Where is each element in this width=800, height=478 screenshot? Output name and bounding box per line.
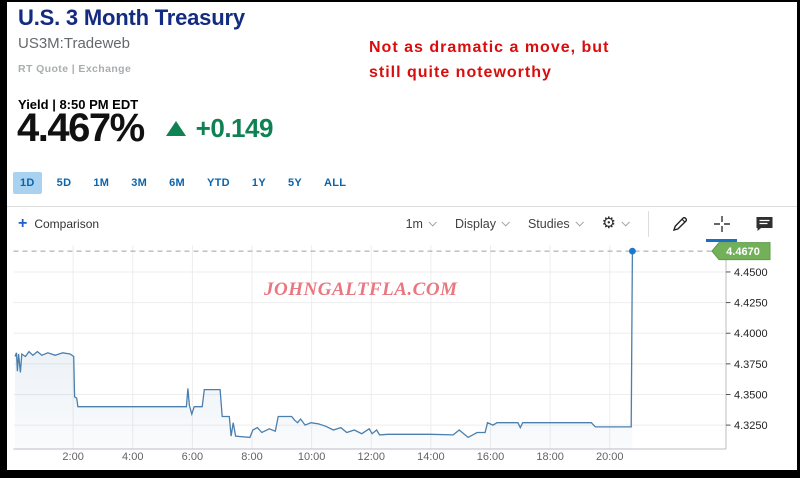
x-axis-label: 14:00 — [417, 451, 445, 463]
annotation-note: Not as dramatic a move, but still quite … — [369, 35, 739, 85]
yield-time-label: Yield | 8:50 PM EDT — [18, 97, 139, 112]
y-axis-label: 4.3750 — [734, 359, 768, 371]
x-axis-label: 18:00 — [536, 451, 564, 463]
chevron-down-icon — [428, 217, 437, 227]
range-tab-5y[interactable]: 5Y — [281, 172, 309, 194]
active-tool-indicator — [706, 239, 737, 242]
interval-dropdown[interactable]: 1m — [405, 217, 437, 231]
annotation-line-1: Not as dramatic a move, but — [369, 39, 610, 56]
series-area — [15, 251, 633, 449]
series-line — [14, 251, 634, 439]
display-dropdown[interactable]: Display — [454, 217, 510, 231]
range-tab-ytd[interactable]: YTD — [200, 172, 237, 194]
gear-icon: ⚙ — [601, 215, 616, 232]
toolbar-divider — [648, 211, 649, 237]
pencil-icon — [672, 217, 688, 232]
last-price-badge-label: 4.4670 — [726, 246, 760, 258]
x-axis-label: 6:00 — [182, 451, 203, 463]
y-axis-label: 4.3250 — [734, 420, 768, 432]
chevron-down-icon — [575, 217, 584, 227]
toolbar-right-group: 1m Display Studies ⚙ — [405, 211, 775, 242]
price-chart[interactable]: 2:00 4:00 6:00 8:00 10:00 12:00 14:00 16:00 18:0… — [7, 241, 797, 470]
crosshair-icon — [714, 216, 730, 232]
instrument-symbol: US3M:Tradeweb — [18, 35, 130, 52]
settings-button[interactable]: ⚙ — [601, 215, 630, 232]
range-tab-6m[interactable]: 6M — [162, 172, 192, 194]
current-yield-value: 4.467% — [17, 106, 145, 150]
crosshair-tool-button[interactable] — [706, 213, 737, 242]
chart-comments-button[interactable] — [753, 213, 775, 235]
range-tab-3m[interactable]: 3M — [124, 172, 154, 194]
x-axis-label: 20:00 — [596, 451, 624, 463]
comparison-button[interactable]: + Comparison — [18, 215, 100, 232]
yield-change-value: +0.149 — [195, 113, 274, 143]
x-axis-label: 2:00 — [62, 451, 83, 463]
x-axis-label: 10:00 — [298, 451, 326, 463]
last-price-badge — [711, 242, 771, 261]
range-tab-1m[interactable]: 1M — [86, 172, 116, 194]
chevron-down-icon — [501, 217, 510, 227]
chat-icon — [756, 217, 772, 231]
studies-label: Studies — [527, 217, 570, 231]
range-tab-all[interactable]: ALL — [317, 172, 353, 194]
quote-type-label: RT Quote | Exchange — [18, 63, 132, 75]
studies-dropdown[interactable]: Studies — [527, 217, 584, 231]
draw-tool-button[interactable] — [669, 213, 691, 235]
range-tab-1y[interactable]: 1Y — [245, 172, 273, 194]
display-label: Display — [454, 217, 496, 231]
range-tab-5d[interactable]: 5D — [50, 172, 79, 194]
annotation-line-2: still quite noteworthy — [369, 64, 552, 81]
range-tab-1d[interactable]: 1D — [13, 172, 42, 194]
watermark: JOHNGALTFLA.COM — [264, 279, 458, 300]
comparison-label: Comparison — [34, 217, 100, 231]
divider — [7, 206, 797, 207]
x-axis-label: 16:00 — [477, 451, 505, 463]
price-row: 4.467% +0.149 — [17, 106, 273, 151]
y-axis-label: 4.4500 — [734, 267, 768, 279]
y-axis-label: 4.4250 — [734, 298, 768, 310]
plus-icon: + — [18, 215, 28, 232]
chevron-down-icon — [621, 217, 630, 227]
x-axis-label: 4:00 — [122, 451, 143, 463]
x-axis-label: 8:00 — [241, 451, 262, 463]
range-tabs: 1D 5D 1M 3M 6M YTD 1Y 5Y ALL — [13, 172, 361, 194]
quote-page: U.S. 3 Month Treasury US3M:Tradeweb RT Q… — [7, 2, 797, 470]
y-axis-label: 4.4000 — [734, 328, 768, 340]
page-title: U.S. 3 Month Treasury — [18, 5, 245, 30]
y-axis-label: 4.3500 — [734, 389, 768, 401]
chart-toolbar: + Comparison 1m Display Studies ⚙ — [7, 207, 797, 242]
interval-label: 1m — [405, 217, 423, 231]
up-arrow-icon — [165, 121, 186, 136]
last-price-dot — [629, 247, 636, 255]
x-axis-label: 12:00 — [357, 451, 385, 463]
